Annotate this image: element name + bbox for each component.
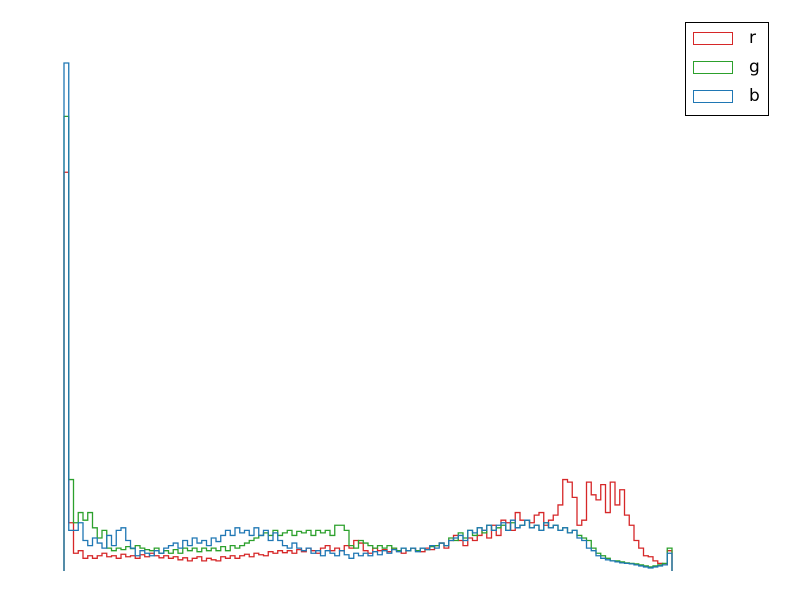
chart-legend: r g b [685, 22, 769, 116]
legend-item-g: g [693, 57, 767, 78]
legend-item-r: r [693, 28, 767, 49]
histogram-series-r [63, 171, 673, 571]
histogram-series-b [63, 62, 673, 571]
legend-swatch-b [693, 90, 733, 103]
legend-swatch-r [693, 32, 733, 45]
legend-label-r: r [749, 28, 756, 48]
legend-label-b: b [749, 86, 760, 106]
plot-series [63, 62, 673, 571]
legend-swatch-g [693, 61, 733, 74]
legend-item-b: b [693, 86, 767, 107]
histogram-series-g [63, 115, 673, 571]
legend-label-g: g [749, 57, 760, 77]
